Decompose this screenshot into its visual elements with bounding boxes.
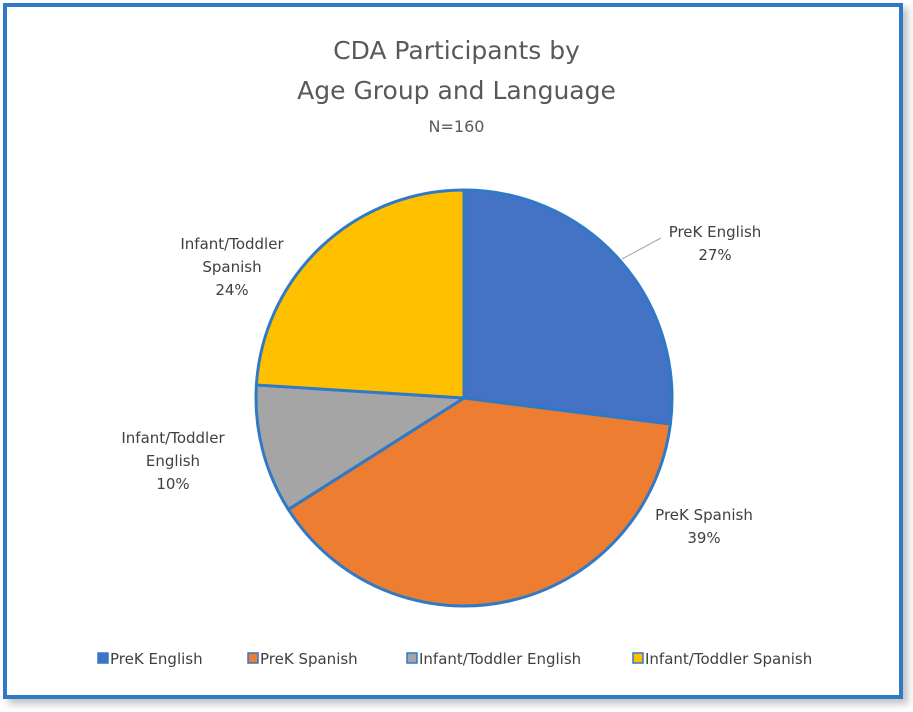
legend-swatch xyxy=(247,652,259,664)
pie-slice-infant-toddler-spanish xyxy=(254,188,466,400)
legend-label: PreK Spanish xyxy=(260,650,358,668)
pie-slice-prek-english xyxy=(462,188,674,426)
pie-slice-infant-toddler-english xyxy=(254,383,466,511)
legend-label: Infant/Toddler English xyxy=(419,650,581,668)
legend-label: PreK English xyxy=(110,650,203,668)
chart-title: CDA Participants by xyxy=(333,36,580,65)
legend-swatch xyxy=(632,652,644,664)
data-label: Infant/Toddler Spanish 24% xyxy=(180,235,284,299)
chart-subtitle: N=160 xyxy=(428,117,485,136)
leader-line xyxy=(621,237,662,260)
data-label: PreK English 27% xyxy=(669,223,762,264)
legend-label: Infant/Toddler Spanish xyxy=(645,650,812,668)
data-label: Infant/Toddler English 10% xyxy=(121,429,225,493)
legend-swatch xyxy=(406,652,418,664)
legend-swatch xyxy=(97,652,109,664)
chart-title-line-2: Age Group and Language xyxy=(297,76,616,105)
data-label: PreK Spanish 39% xyxy=(655,506,753,547)
